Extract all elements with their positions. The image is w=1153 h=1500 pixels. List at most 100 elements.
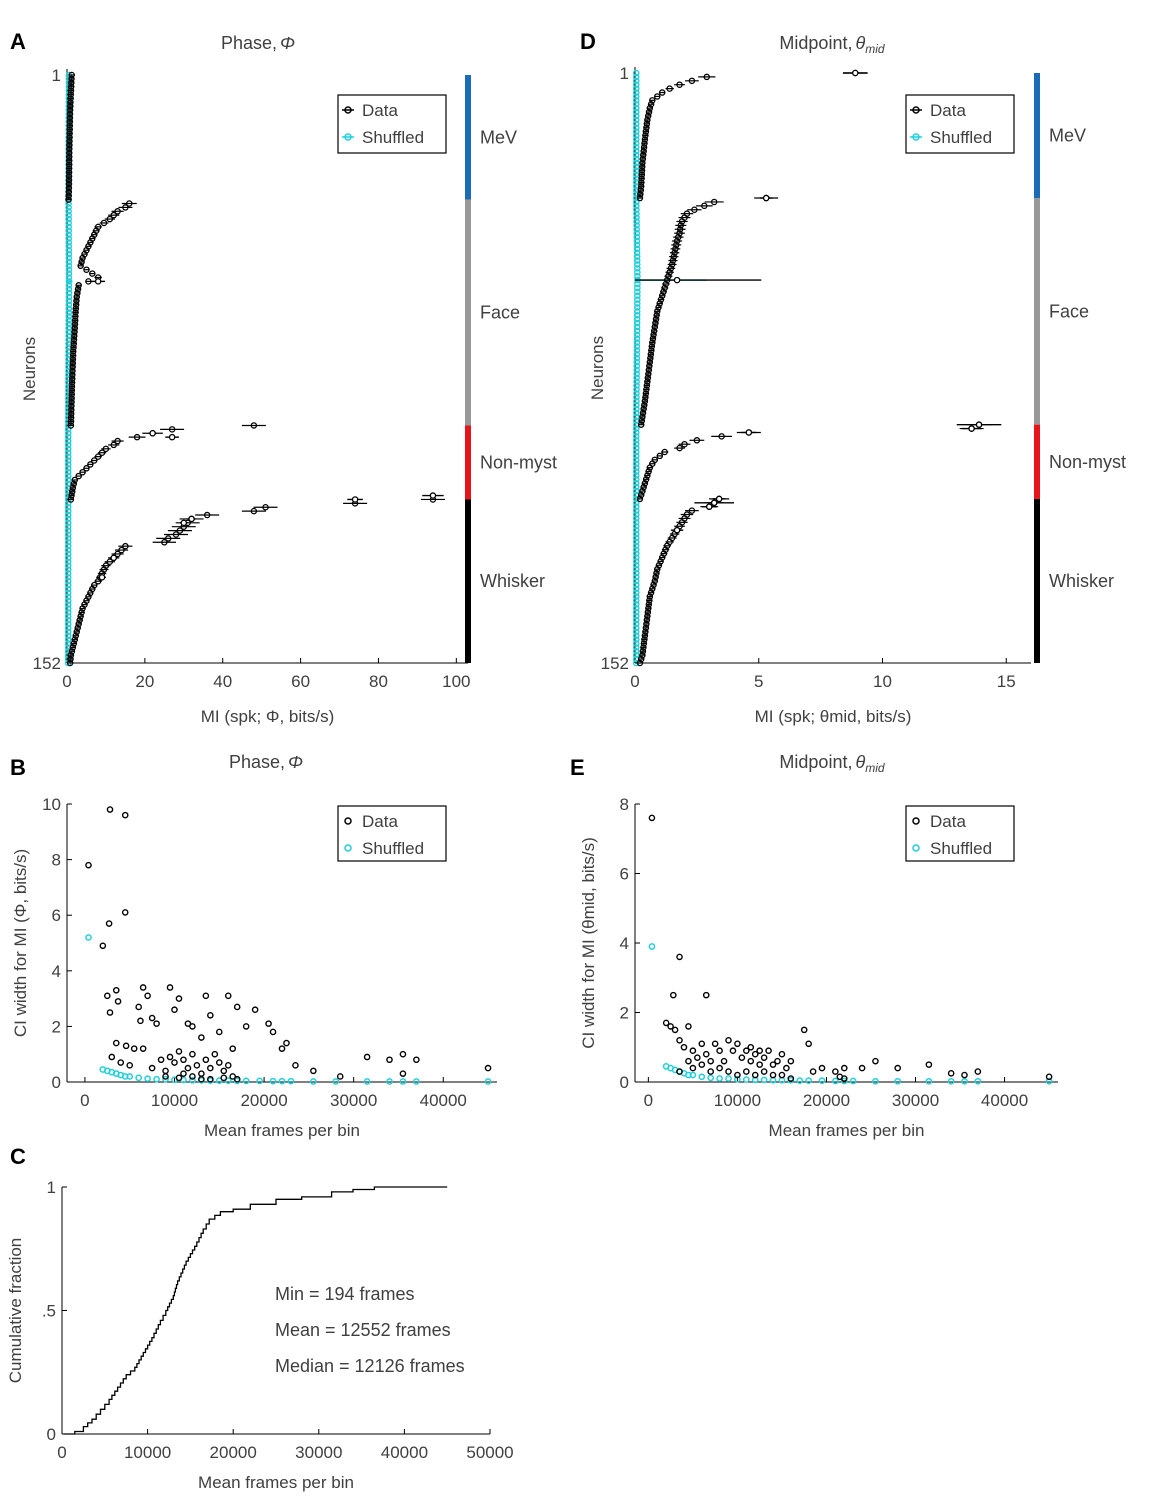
shuffled-point <box>633 229 641 237</box>
data-point <box>68 648 76 655</box>
shuffled-point <box>633 300 641 307</box>
shuffled-point <box>632 542 640 550</box>
shuffled-point <box>64 546 72 554</box>
shuffled-point <box>632 554 640 561</box>
shuffled-point <box>64 542 72 550</box>
y-tick-label: 152 <box>601 654 629 673</box>
shuffled-point <box>633 362 641 370</box>
shuffled-point <box>633 382 640 389</box>
data-point <box>769 1061 777 1068</box>
y-tick-label: 2 <box>620 1004 629 1023</box>
x-tick-label: 100 <box>442 672 470 691</box>
data-point <box>778 1071 786 1079</box>
chart-title: Phase, Φ <box>229 752 303 772</box>
shuffled-point <box>413 1078 420 1085</box>
data-point <box>68 383 76 390</box>
data-point <box>166 1053 174 1061</box>
legend-box <box>905 805 1015 862</box>
shuffled-point <box>632 585 640 593</box>
y-axis-label: CI width for MI (θmid, bits/s) <box>579 837 598 1049</box>
shuffled-point <box>633 308 641 315</box>
shuffled-point <box>632 651 640 659</box>
data-point <box>69 356 77 363</box>
shuffled-point <box>632 601 640 608</box>
data-point <box>351 496 359 503</box>
shuffled-point <box>632 89 640 96</box>
data-point <box>691 206 698 214</box>
data-point <box>653 569 660 577</box>
data-point <box>67 83 75 90</box>
data-point <box>202 1056 210 1064</box>
data-point <box>641 401 648 409</box>
data-point <box>1045 1073 1053 1081</box>
data-point <box>654 565 661 573</box>
shuffled-point <box>632 468 640 475</box>
data-point <box>75 620 82 628</box>
group-bar-nonmyst <box>465 425 471 500</box>
shuffled-point <box>65 239 73 246</box>
x-tick-label: 10000 <box>151 1091 198 1110</box>
data-point <box>673 237 681 245</box>
chart-title-text: Phase, <box>229 752 285 772</box>
data-point <box>818 1064 826 1072</box>
legend-marker <box>344 106 352 114</box>
data-point <box>667 265 675 272</box>
shuffled-point <box>65 254 73 262</box>
shuffled-point <box>64 519 72 527</box>
data-point <box>68 75 75 83</box>
data-point <box>72 309 79 316</box>
data-point <box>77 613 84 620</box>
data-point <box>647 354 654 362</box>
data-point <box>117 1059 125 1066</box>
shuffled-point <box>64 558 72 566</box>
data-point <box>207 1011 214 1019</box>
legend-box <box>337 94 447 154</box>
data-point <box>644 612 651 620</box>
chart-title-subscript: mid <box>865 42 885 56</box>
shuffled-point <box>64 531 72 538</box>
y-tick-label: 2 <box>52 1017 61 1036</box>
data-point <box>70 340 77 347</box>
shuffled-point <box>632 507 640 514</box>
data-point <box>641 480 649 487</box>
data-point <box>661 284 668 292</box>
shuffled-point <box>144 1075 151 1083</box>
shuffled-point <box>632 77 640 85</box>
x-axis-label: MI (spk; θmid, bits/s) <box>755 707 912 726</box>
data-point <box>646 593 654 600</box>
shuffled-point <box>849 1077 857 1085</box>
data-point <box>647 589 655 596</box>
shuffled-point <box>633 370 640 378</box>
data-point <box>363 1053 371 1061</box>
data-point <box>69 367 76 375</box>
shuffled-point <box>153 1075 160 1083</box>
data-point <box>637 421 645 428</box>
data-point <box>738 1054 746 1061</box>
data-point <box>229 1073 237 1080</box>
data-point <box>640 143 648 151</box>
x-tick-label: 60 <box>291 672 310 691</box>
data-point <box>655 304 662 311</box>
data-point <box>429 492 437 499</box>
shuffled-point <box>215 1077 223 1084</box>
data-point <box>645 108 653 116</box>
data-point <box>640 483 647 491</box>
shuffled-point <box>632 448 640 456</box>
data-point <box>176 527 184 534</box>
shuffled-point <box>632 558 640 565</box>
data-point <box>653 312 660 319</box>
shuffled-point <box>632 433 640 440</box>
data-point <box>652 319 659 327</box>
data-point <box>734 1040 741 1048</box>
data-point <box>676 1037 683 1044</box>
shuffled-point <box>632 562 640 569</box>
data-point <box>250 422 258 429</box>
shuffled-point <box>64 601 72 608</box>
data-point <box>637 655 645 663</box>
data-point <box>83 465 90 472</box>
data-point <box>745 429 753 436</box>
shuffled-point <box>65 313 73 320</box>
data-point <box>715 495 723 503</box>
data-point <box>968 425 975 432</box>
